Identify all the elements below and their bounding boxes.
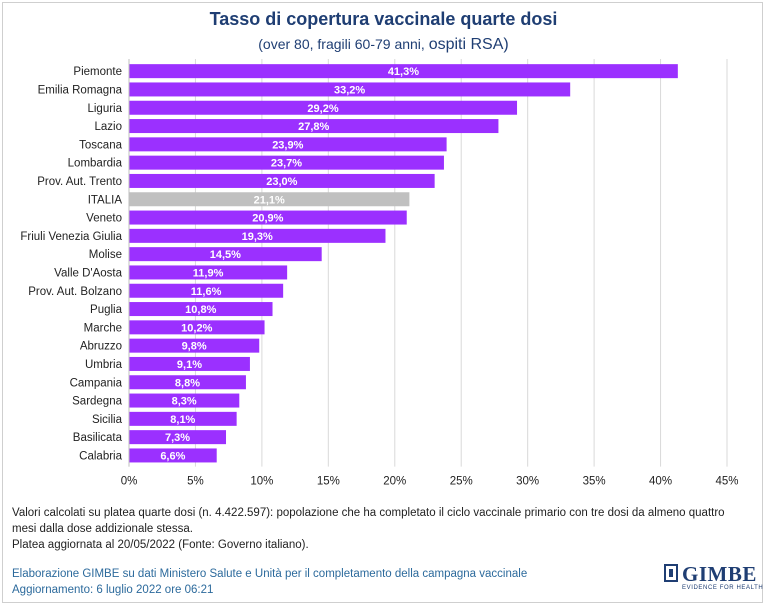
bar (129, 137, 447, 152)
category-label: Sardegna (72, 396, 122, 408)
category-label: Lazio (95, 121, 123, 133)
notes-line-2: Platea aggiornata al 20/05/2022 (Fonte: … (12, 539, 309, 551)
bar (129, 393, 240, 408)
subtitle-part2: ospiti RSA) (428, 36, 509, 53)
category-label: Lombardia (68, 158, 123, 170)
x-tick-label: 5% (187, 476, 204, 488)
category-label: Piemonte (73, 66, 122, 78)
chart-subtitle: (over 80, fragili 60-79 anni, ospiti RSA… (0, 36, 767, 54)
gimbe-logo-icon (664, 564, 678, 582)
gimbe-logo-tagline: EVIDENCE FOR HEALTH (682, 585, 764, 591)
chart-credit: Elaborazione GIMBE su dati Ministero Sal… (12, 566, 612, 598)
data-label: 33,2% (334, 84, 365, 96)
data-label: 29,2% (307, 103, 338, 115)
category-label: Prov. Aut. Trento (37, 176, 122, 188)
bar (129, 155, 444, 170)
data-label: 8,3% (172, 396, 197, 408)
credit-line-1: Elaborazione GIMBE su dati Ministero Sal… (12, 568, 528, 580)
bar (129, 247, 322, 262)
bar (129, 448, 217, 463)
bar (129, 119, 499, 134)
data-label: 20,9% (252, 213, 283, 225)
gimbe-logo-name: GIMBE (682, 562, 757, 586)
data-label: 10,2% (181, 322, 212, 334)
category-label: Valle D'Aosta (54, 267, 122, 279)
bar-chart: 0% 5% 10% 15% 20% 25% 30% 35% 40% 45% Piemonte 41,3… (20, 59, 739, 488)
chart-notes: Valori calcolati su platea quarte dosi (… (12, 505, 752, 553)
gimbe-logo: GIMBE EVIDENCE FOR HEALTH (664, 562, 763, 595)
bar (129, 82, 571, 97)
bar (129, 283, 284, 298)
subtitle-part1: (over 80, fragili 60-79 anni, (258, 36, 429, 52)
bar (129, 320, 265, 335)
category-label: Abruzzo (80, 341, 122, 353)
bar (129, 192, 410, 207)
bar (129, 430, 227, 445)
data-label: 10,8% (185, 304, 216, 316)
x-tick-label: 40% (649, 476, 672, 488)
data-label: 8,8% (175, 377, 200, 389)
x-tick-label: 15% (317, 476, 340, 488)
data-label: 11,6% (191, 286, 222, 298)
category-label: Emilia Romagna (38, 84, 123, 96)
data-label: 8,1% (170, 414, 195, 426)
x-tick-label: 30% (516, 476, 539, 488)
category-label: Basilicata (73, 432, 123, 444)
data-label: 19,3% (242, 231, 273, 243)
data-label: 23,0% (266, 176, 297, 188)
category-label: Liguria (87, 103, 122, 115)
bar (129, 356, 250, 371)
bar (129, 338, 260, 353)
data-label: 14,5% (210, 249, 241, 261)
credit-line-2: Aggiornamento: 6 luglio 2022 ore 06:21 (12, 584, 214, 596)
chart-title: Tasso di copertura vaccinale quarte dosi (209, 9, 558, 29)
bar (129, 100, 518, 115)
data-label: 27,8% (298, 121, 329, 133)
data-label: 23,9% (272, 139, 303, 151)
category-label: Puglia (90, 304, 123, 316)
bar (129, 64, 678, 79)
bar (129, 265, 288, 280)
x-tick-label: 35% (583, 476, 606, 488)
category-label: Marche (84, 322, 122, 334)
data-label: 21,1% (254, 194, 285, 206)
category-label: Umbria (85, 359, 123, 371)
category-label: Calabria (79, 450, 122, 462)
data-label: 11,9% (193, 267, 224, 279)
bar (129, 375, 246, 390)
category-label: Prov. Aut. Bolzano (28, 286, 122, 298)
category-label: ITALIA (88, 194, 123, 206)
x-tick-label: 10% (250, 476, 273, 488)
data-label: 9,1% (177, 359, 202, 371)
x-tick-label: 20% (383, 476, 406, 488)
category-label: Campania (70, 377, 123, 389)
data-label: 41,3% (388, 66, 419, 78)
bar (129, 173, 435, 188)
x-tick-label: 0% (121, 476, 138, 488)
data-label: 23,7% (271, 158, 302, 170)
category-label: Friuli Venezia Giulia (20, 231, 122, 243)
bar (129, 302, 273, 317)
category-label: Veneto (86, 213, 122, 225)
bar (129, 411, 237, 426)
data-label: 6,6% (160, 450, 185, 462)
x-tick-label: 25% (450, 476, 473, 488)
category-label: Molise (89, 249, 122, 261)
bar (129, 228, 386, 243)
data-label: 9,8% (182, 341, 207, 353)
data-label: 7,3% (165, 432, 190, 444)
bar (129, 210, 407, 225)
x-tick-label: 45% (715, 476, 738, 488)
notes-line-1: Valori calcolati su platea quarte dosi (… (12, 507, 725, 535)
category-label: Sicilia (92, 414, 123, 426)
category-label: Toscana (79, 139, 122, 151)
